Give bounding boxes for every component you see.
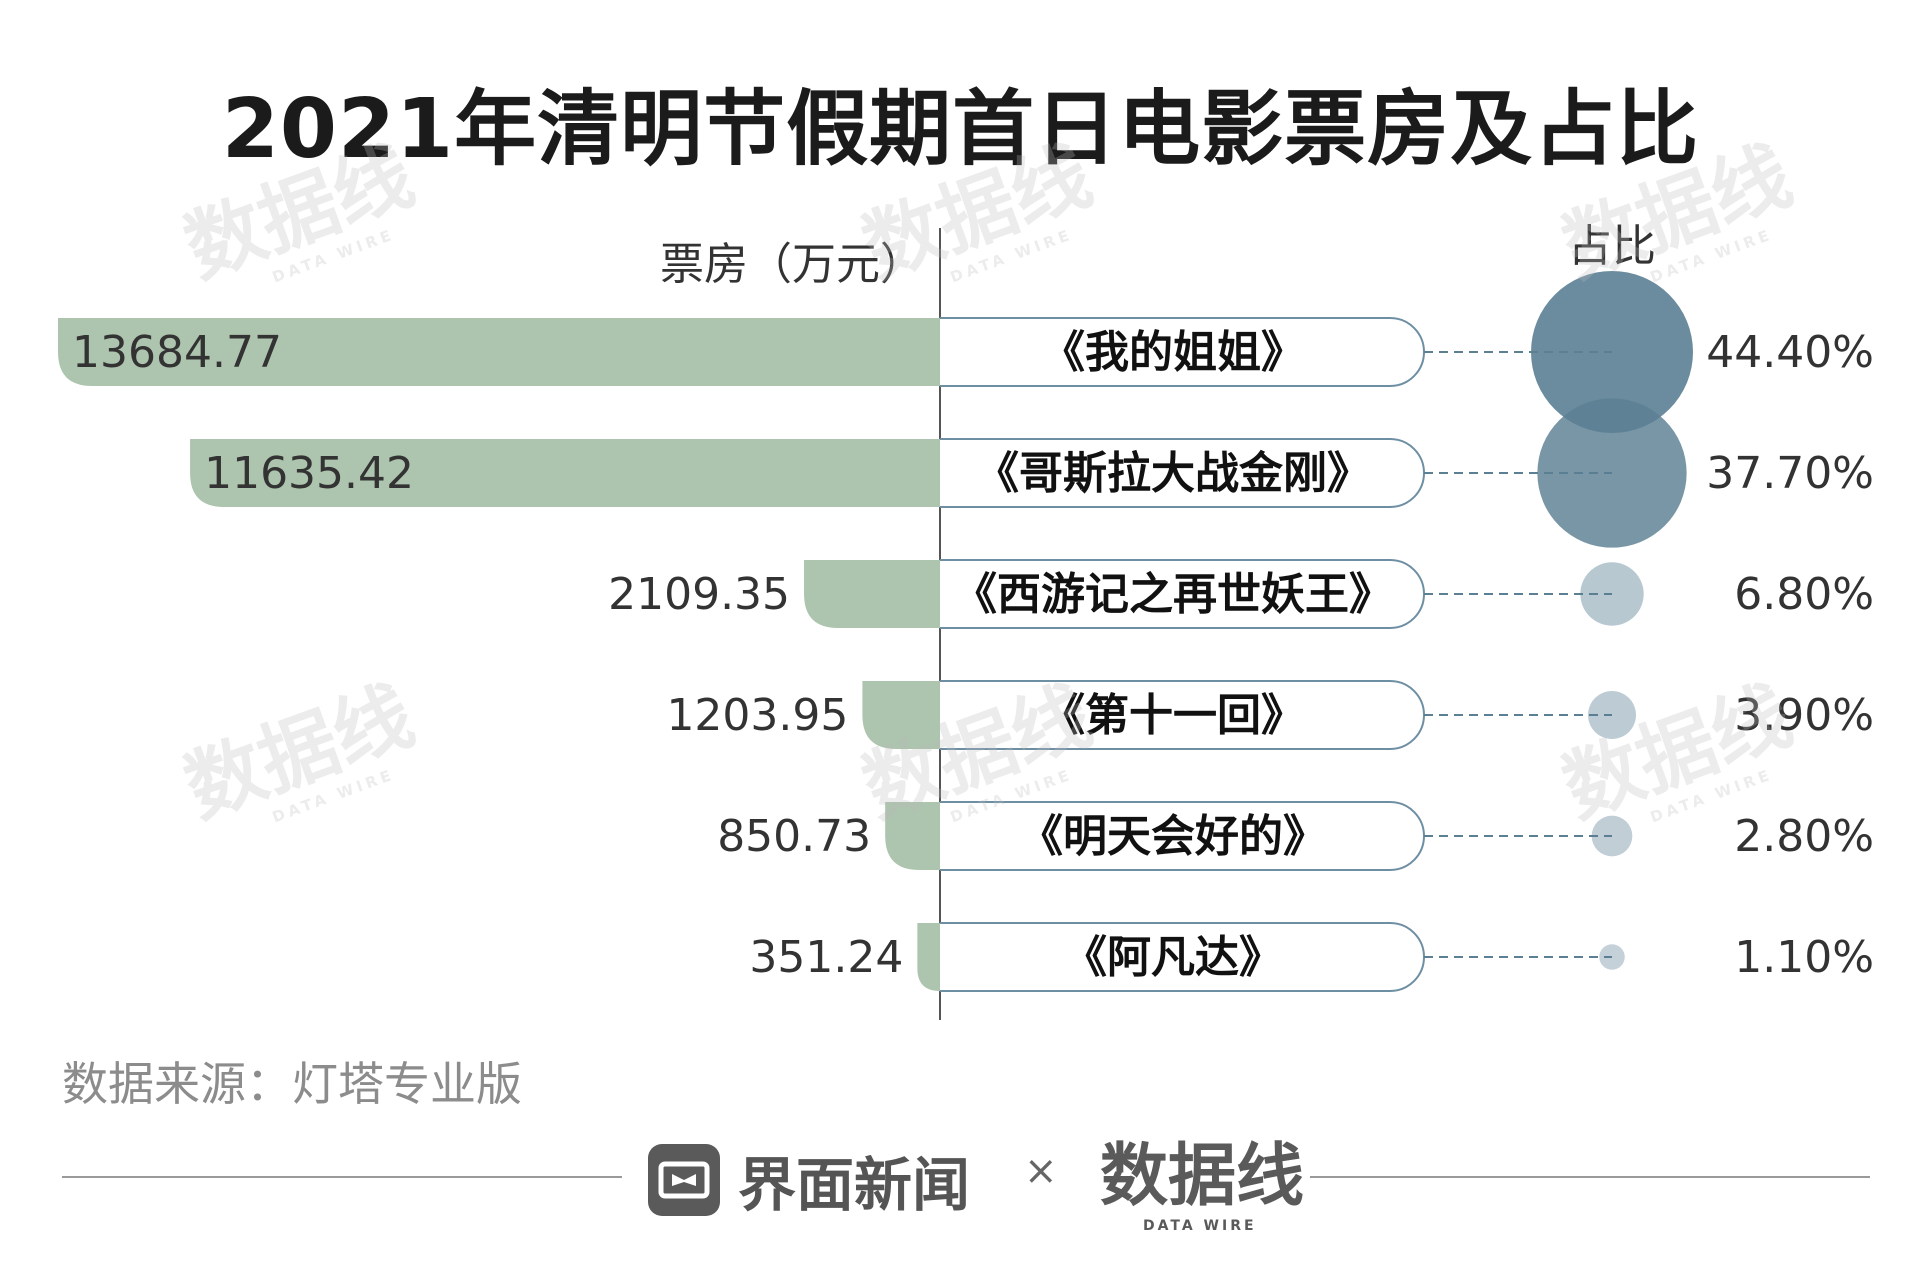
jiemian-logo-icon bbox=[648, 1144, 720, 1216]
share-axis-label: 占比 bbox=[1568, 221, 1656, 272]
box-office-value-label: 11635.42 bbox=[204, 448, 414, 499]
data-source: 数据来源：灯塔专业版 bbox=[62, 1057, 522, 1111]
box-office-bar bbox=[804, 560, 940, 628]
box-office-bar bbox=[58, 318, 940, 386]
chart-title: 2021年清明节假期首日电影票房及占比 bbox=[221, 82, 1700, 177]
box-office-bar bbox=[917, 923, 940, 991]
share-percent-label: 1.10% bbox=[1734, 932, 1874, 983]
box-office-value-label: 850.73 bbox=[717, 811, 871, 862]
movie-name-label: 《第十一回》 bbox=[1041, 690, 1305, 741]
share-percent-label: 2.80% bbox=[1734, 811, 1874, 862]
footer-rule-left bbox=[62, 1176, 622, 1178]
box-office-value-label: 1203.95 bbox=[666, 690, 848, 741]
share-bubble bbox=[1591, 815, 1633, 857]
movie-name-label: 《明天会好的》 bbox=[1019, 811, 1327, 862]
box-office-value-label: 2109.35 bbox=[608, 569, 790, 620]
share-percent-label: 44.40% bbox=[1706, 327, 1874, 378]
box-office-value-label: 13684.77 bbox=[72, 327, 282, 378]
footer-rule-right bbox=[1310, 1176, 1870, 1178]
share-bubble bbox=[1580, 562, 1644, 626]
jiemian-brand: 界面新闻 bbox=[648, 1138, 970, 1222]
movie-name-label: 《哥斯拉大战金刚》 bbox=[975, 448, 1371, 499]
movie-name-label: 《西游记之再世妖王》 bbox=[953, 569, 1393, 620]
share-percent-label: 37.70% bbox=[1706, 448, 1874, 499]
share-bubble bbox=[1537, 398, 1687, 548]
share-bubble bbox=[1531, 271, 1693, 433]
box-office-bar bbox=[862, 681, 940, 749]
share-bubble bbox=[1599, 944, 1625, 970]
movie-name-label: 《我的姐姐》 bbox=[1041, 327, 1305, 378]
box-office-bar bbox=[190, 439, 941, 507]
jiemian-brand-name: 界面新闻 bbox=[738, 1151, 971, 1219]
box-office-axis-label: 票房（万元） bbox=[660, 239, 924, 290]
box-office-bar bbox=[885, 802, 940, 870]
share-bubble bbox=[1587, 690, 1637, 740]
datawire-logo: 数据线 bbox=[1100, 1136, 1305, 1216]
box-office-value-label: 351.24 bbox=[749, 932, 903, 983]
datawire-logo-subtext: DATA WIRE bbox=[1143, 1218, 1257, 1234]
share-percent-label: 3.90% bbox=[1734, 690, 1874, 741]
movie-name-label: 《阿凡达》 bbox=[1063, 932, 1283, 983]
share-percent-label: 6.80% bbox=[1734, 569, 1874, 620]
brand-separator: × bbox=[1024, 1148, 1058, 1194]
